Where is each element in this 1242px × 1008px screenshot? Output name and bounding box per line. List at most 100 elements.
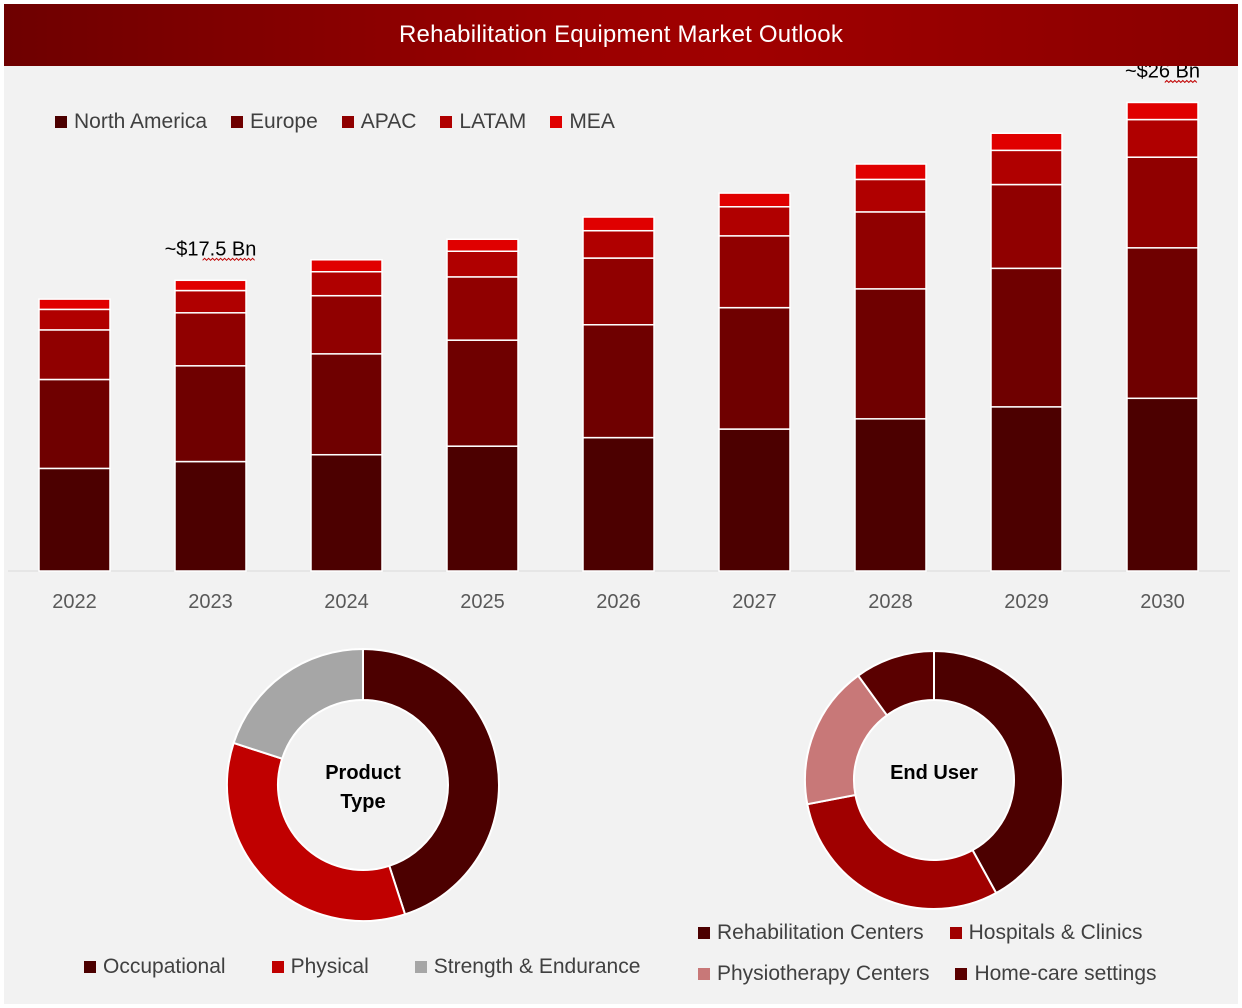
x-tick-label-2026: 2026 <box>596 591 641 613</box>
bar-segment-apac-2026 <box>582 257 655 326</box>
legend-item-occupational: Occupational <box>84 955 226 979</box>
legend-item-mea: MEA <box>550 110 615 134</box>
bar-segment-latam-2024 <box>310 271 383 297</box>
legend-item-north-america: North America <box>55 110 207 134</box>
legend-label: Hospitals & Clinics <box>968 921 1143 944</box>
bar-segment-europe-2022 <box>38 378 111 470</box>
total-annotation-2030: ~$26 Bn <box>1125 66 1200 82</box>
bar-segment-europe-2026 <box>582 324 655 439</box>
bar-segment-north-america-2025 <box>446 445 519 572</box>
legend-label: North America <box>74 110 208 133</box>
bar-segment-mea-2023 <box>174 279 247 292</box>
bar-segment-europe-2029 <box>990 267 1063 408</box>
legend-item-home-care-settings: Home-care settings <box>955 962 1157 986</box>
bar-segment-north-america-2026 <box>582 436 655 572</box>
bar-segment-mea-2027 <box>718 192 791 208</box>
bar-segment-europe-2025 <box>446 339 519 447</box>
legend-swatch <box>698 927 710 939</box>
bar-segment-latam-2027 <box>718 206 791 237</box>
legend-item-apac: APAC <box>341 110 417 134</box>
donut-slice-physical <box>226 741 407 922</box>
x-tick-label-2027: 2027 <box>732 591 777 613</box>
bar-segment-apac-2024 <box>310 294 383 355</box>
bar-segment-north-america-2029 <box>990 406 1063 572</box>
end-user-legend-row-2: Physiotherapy Centers Home-care settings <box>698 962 1157 986</box>
legend-swatch <box>231 116 244 128</box>
bar-segment-north-america-2027 <box>718 428 791 572</box>
product-type-center-line-2: Type <box>340 791 386 813</box>
legend-item-strength-and-endurance: Strength & Endurance <box>414 955 640 979</box>
legend-swatch <box>550 116 563 128</box>
product-type-center-label: Product Type <box>283 759 443 817</box>
bar-segment-apac-2027 <box>718 235 791 309</box>
bar-segment-apac-2028 <box>854 211 927 290</box>
product-type-legend: Occupational Physical Strength & Endurance <box>84 955 640 979</box>
bar-segment-north-america-2024 <box>310 453 383 572</box>
annotation-underline <box>202 257 255 262</box>
legend-item-physiotherapy-centers: Physiotherapy Centers <box>698 962 929 986</box>
bar-segment-north-america-2023 <box>174 460 247 572</box>
legend-item-rehabilitation-centers: Rehabilitation Centers <box>698 921 924 945</box>
x-tick-label-2029: 2029 <box>1004 591 1049 613</box>
legend-label: Physical <box>290 955 369 978</box>
stacked-bar-chart: 2022 2023 2024 2025 2026 2027 2028 2029 2030 ~$17… <box>8 66 1230 613</box>
bar-segment-europe-2023 <box>174 365 247 463</box>
legend-label: MEA <box>569 110 615 133</box>
bar-segment-mea-2029 <box>990 132 1063 152</box>
x-tick-label-2025: 2025 <box>460 591 505 613</box>
legend-swatch <box>341 116 354 128</box>
product-type-center-line-1: Product <box>325 762 401 784</box>
chart-title: Rehabilitation Equipment Market Outlook <box>398 21 844 48</box>
chart-title-banner: Rehabilitation Equipment Market Outlook <box>4 4 1238 66</box>
bar-segment-europe-2030 <box>1126 247 1199 400</box>
legend-label: Physiotherapy Centers <box>717 962 930 985</box>
x-tick-label-2023: 2023 <box>188 591 233 613</box>
bar-segment-latam-2028 <box>854 178 927 213</box>
x-tick-label-2024: 2024 <box>324 591 369 613</box>
legend-swatch <box>440 116 453 128</box>
bar-segment-apac-2029 <box>990 183 1063 270</box>
legend-label: Rehabilitation Centers <box>717 921 924 944</box>
legend-item-hospitals-and-clinics: Hospitals & Clinics <box>949 921 1143 945</box>
donut-slice-occupational <box>362 647 500 916</box>
legend-swatch <box>698 968 710 980</box>
bar-chart-legend: North America Europe APAC LATAM MEA <box>55 108 615 136</box>
end-user-donut <box>804 649 1064 910</box>
x-tick-label-2028: 2028 <box>868 591 913 613</box>
bar-segment-latam-2022 <box>38 308 111 331</box>
total-annotation-2023: ~$17.5 Bn <box>165 238 257 260</box>
legend-label: APAC <box>360 110 417 133</box>
bar-segment-mea-2030 <box>1126 101 1199 121</box>
bar-segment-apac-2023 <box>174 312 247 367</box>
bar-segment-apac-2022 <box>38 329 111 381</box>
bar-segment-north-america-2030 <box>1126 397 1199 572</box>
x-tick-label-2022: 2022 <box>52 591 97 613</box>
bar-segment-apac-2025 <box>446 276 519 341</box>
bar-segment-europe-2027 <box>718 306 791 430</box>
bar-segment-mea-2026 <box>582 216 655 232</box>
x-tick-label-2030: 2030 <box>1140 591 1185 613</box>
legend-label: Occupational <box>103 955 226 978</box>
legend-item-europe: Europe <box>231 110 318 134</box>
bar-segment-mea-2022 <box>38 298 111 311</box>
legend-label: Home-care settings <box>974 962 1157 985</box>
bar-segment-mea-2025 <box>446 238 519 252</box>
legend-swatch <box>955 968 968 980</box>
legend-label: Europe <box>250 110 318 133</box>
donut-slice-hospitals-and-clinics <box>806 793 998 910</box>
bar-segment-europe-2028 <box>854 288 927 420</box>
legend-swatch <box>414 961 427 973</box>
legend-item-physical: Physical <box>271 955 369 979</box>
bar-segment-europe-2024 <box>310 353 383 456</box>
donut-slice-rehabilitation-centers <box>933 649 1064 895</box>
legend-swatch <box>55 116 67 128</box>
bar-segment-latam-2025 <box>446 250 519 278</box>
legend-item-latam: LATAM <box>440 110 526 134</box>
donut-slice-strength-and-endurance <box>232 647 364 760</box>
legend-swatch <box>271 961 284 973</box>
bar-segment-north-america-2028 <box>854 418 927 572</box>
product-type-donut <box>226 647 500 922</box>
bar-segment-apac-2030 <box>1126 156 1199 249</box>
bar-segment-latam-2026 <box>582 229 655 259</box>
annotation-underline <box>1164 79 1198 84</box>
